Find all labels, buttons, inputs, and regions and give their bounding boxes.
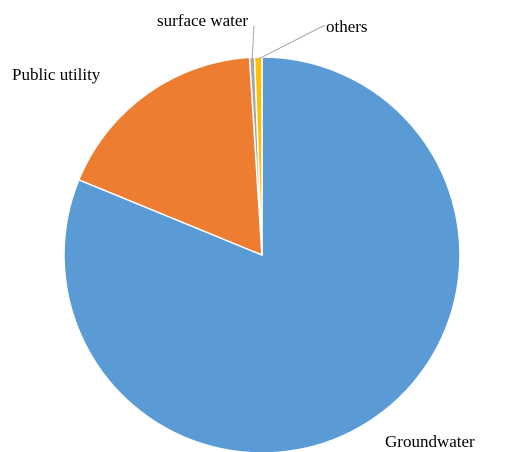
pie-slice-public-utility	[77, 56, 263, 257]
slice-label-others: others	[326, 17, 368, 36]
slice-label-groundwater: Groundwater	[385, 432, 475, 451]
slice-label-surface-water: surface water	[157, 11, 248, 30]
slice-labels: Groundwater Public utility surface water ot…	[12, 11, 475, 451]
leader-line-surface-water	[251, 25, 255, 60]
slice-label-public-utility: Public utility	[12, 65, 101, 84]
pie-slices	[63, 56, 461, 452]
leader-line-others	[258, 25, 325, 60]
leader-lines	[251, 25, 325, 60]
